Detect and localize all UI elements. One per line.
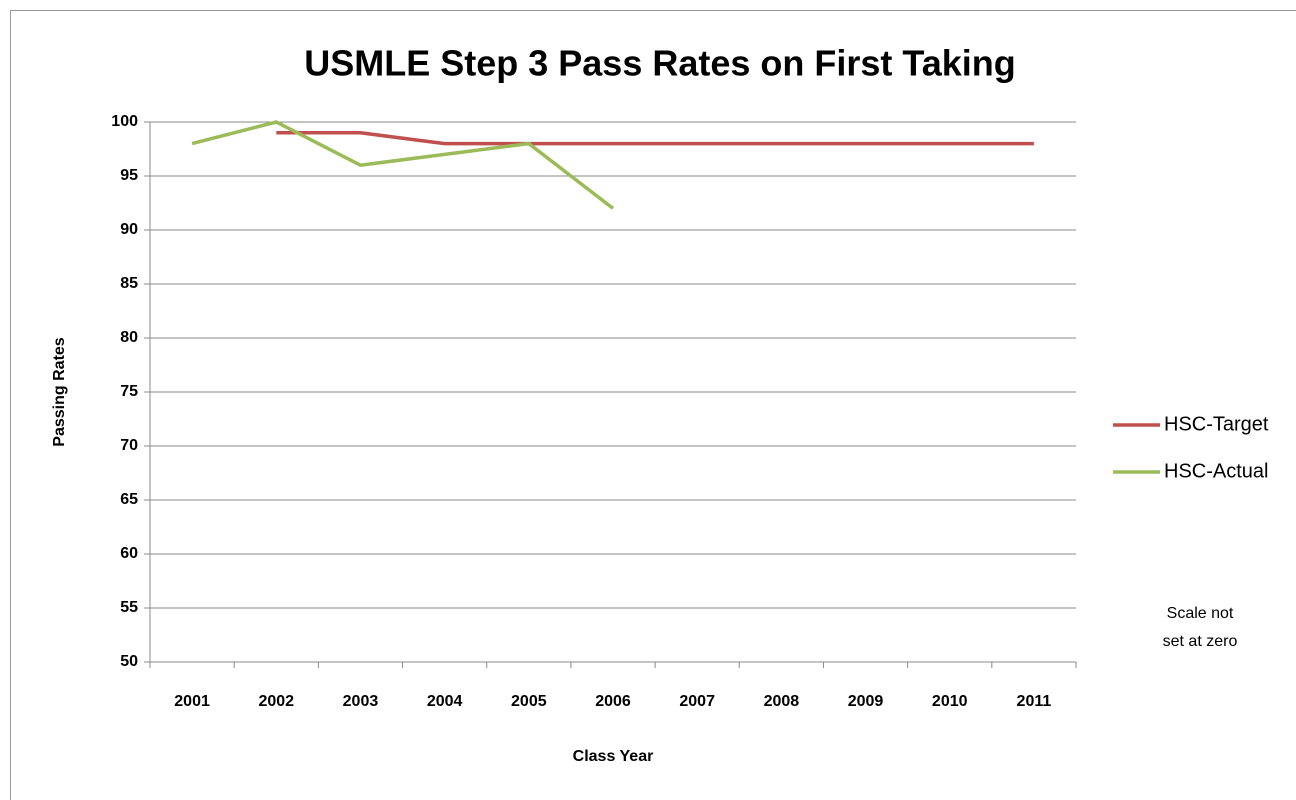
x-tick-label: 2009 <box>848 693 884 710</box>
y-tick-label: 75 <box>120 383 138 400</box>
x-tick-label: 2001 <box>174 693 210 710</box>
y-tick-label: 60 <box>120 545 138 562</box>
annotation: Scale not <box>1167 605 1234 622</box>
x-tick-label: 2010 <box>932 693 968 710</box>
chart-frame <box>10 10 1296 800</box>
y-tick-label: 85 <box>120 275 138 292</box>
y-tick-label: 50 <box>120 653 138 670</box>
y-tick-label: 80 <box>120 329 138 346</box>
y-tick-label: 55 <box>120 599 138 616</box>
y-axis-label: Passing Rates <box>51 337 68 446</box>
x-tick-label: 2008 <box>764 693 800 710</box>
x-tick-label: 2007 <box>679 693 715 710</box>
x-tick-label: 2011 <box>1017 693 1052 710</box>
x-tick-label: 2004 <box>427 693 463 710</box>
annotation: set at zero <box>1163 633 1238 650</box>
y-tick-label: 95 <box>120 167 138 184</box>
x-tick-label: 2006 <box>595 693 631 710</box>
x-tick-label: 2002 <box>258 693 294 710</box>
legend-label: HSC-Target <box>1164 413 1269 435</box>
y-tick-label: 90 <box>120 221 138 238</box>
series-line <box>276 131 1034 146</box>
y-tick-label: 65 <box>120 491 138 508</box>
legend-label: HSC-Actual <box>1164 460 1268 482</box>
y-tick-label: 70 <box>120 437 138 454</box>
series-line <box>191 120 615 210</box>
y-tick-label: 100 <box>111 113 138 130</box>
chart-title: USMLE Step 3 Pass Rates on First Taking <box>304 43 1016 84</box>
x-tick-label: 2005 <box>511 693 547 710</box>
x-axis-label: Class Year <box>573 748 654 765</box>
x-tick-label: 2003 <box>343 693 379 710</box>
